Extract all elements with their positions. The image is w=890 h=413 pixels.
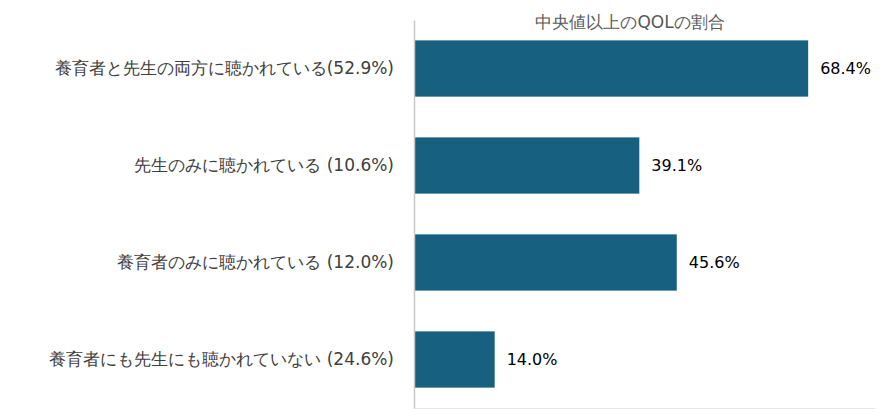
x-axis [415,408,876,409]
y-tick: 先生のみに聴かれている (10.6%) [134,155,414,175]
category-label: 養育者にも先生にも聴かれていない (24.6%) [49,349,394,369]
plot: 養育者と先生の両方に聴かれている(52.9%) 先生のみに聴かれている (10.6… [49,21,875,409]
bar [414,234,677,290]
y-axis-line [414,21,416,409]
y-tick: 養育者にも先生にも聴かれていない (24.6%) [49,349,414,369]
bars [414,40,808,387]
category-label: 先生のみに聴かれている (10.6%) [134,155,394,175]
data-label: 68.4% [820,59,871,78]
bar [414,137,639,193]
y-axis: 養育者と先生の両方に聴かれている(52.9%) 先生のみに聴かれている (10.6… [49,21,414,409]
data-labels: 68.4% 39.1% 45.6% 14.0% [507,59,871,369]
data-label: 39.1% [651,156,702,175]
bar [414,331,495,387]
y-tick: 養育者と先生の両方に聴かれている(52.9%) [55,58,414,78]
category-label: 養育者と先生の両方に聴かれている(52.9%) [55,58,394,78]
data-label: 14.0% [507,350,558,369]
x-axis-line [415,408,876,409]
chart: 養育者と先生の両方に聴かれている(52.9%) 先生のみに聴かれている (10.6… [0,0,890,413]
bar [414,40,808,96]
y-tick: 養育者のみに聴かれている (12.0%) [117,252,414,272]
data-label: 45.6% [689,253,740,272]
category-label: 養育者のみに聴かれている (12.0%) [117,252,394,272]
title: 中央値以上のQOLの割合 [535,12,724,32]
